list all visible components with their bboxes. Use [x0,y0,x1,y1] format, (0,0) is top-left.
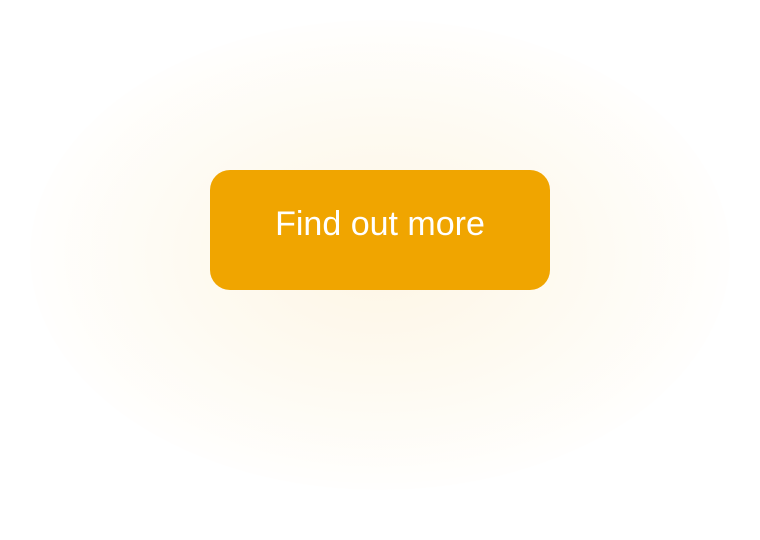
find-out-more-label: Find out more [275,205,485,243]
find-out-more-button[interactable]: Find out more [210,170,550,290]
